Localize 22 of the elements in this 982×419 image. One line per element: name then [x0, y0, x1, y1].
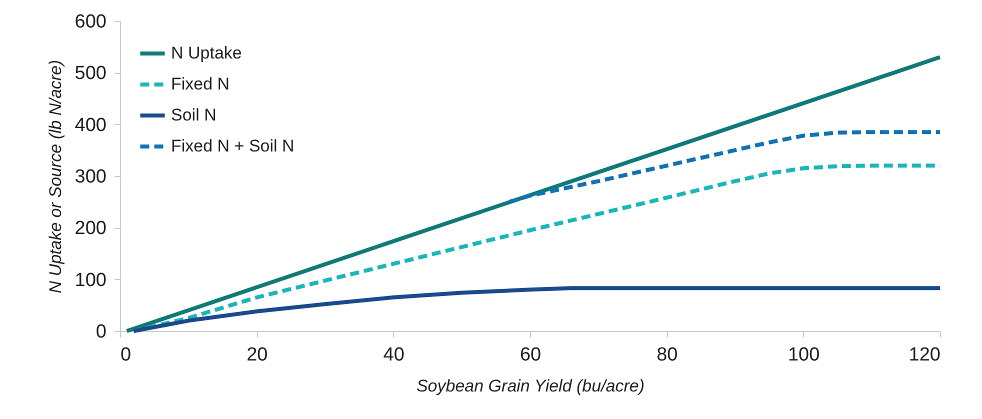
y-tick-label: 300	[74, 166, 106, 188]
y-axis-title: N Uptake or Source (lb N/acre)	[46, 60, 65, 294]
x-tick-label: 100	[788, 344, 820, 366]
y-tick-label: 0	[96, 322, 106, 342]
y-tick-label: 600	[74, 12, 106, 32]
legend-label: N Uptake	[171, 44, 242, 62]
x-tick-label: 60	[520, 344, 542, 366]
x-tick-label: 120	[908, 344, 940, 366]
y-tick-label: 200	[74, 218, 106, 240]
legend-label: Fixed N	[171, 74, 230, 94]
x-tick-label: 0	[120, 344, 132, 366]
legend-label: Soil N	[171, 106, 216, 124]
y-tick-label: 100	[74, 270, 106, 291]
x-tick-label: 80	[656, 344, 678, 366]
y-tick-label: 400	[74, 114, 106, 136]
y-tick-label: 500	[74, 63, 106, 84]
line-series	[132, 286, 942, 333]
x-tick-label: 40	[383, 344, 404, 366]
x-tick-label: 20	[246, 344, 268, 366]
x-axis-title: Soybean Grain Yield (bu/acre)	[416, 376, 645, 396]
line-series	[508, 130, 942, 204]
legend-label: Fixed N + Soil N	[171, 136, 294, 156]
